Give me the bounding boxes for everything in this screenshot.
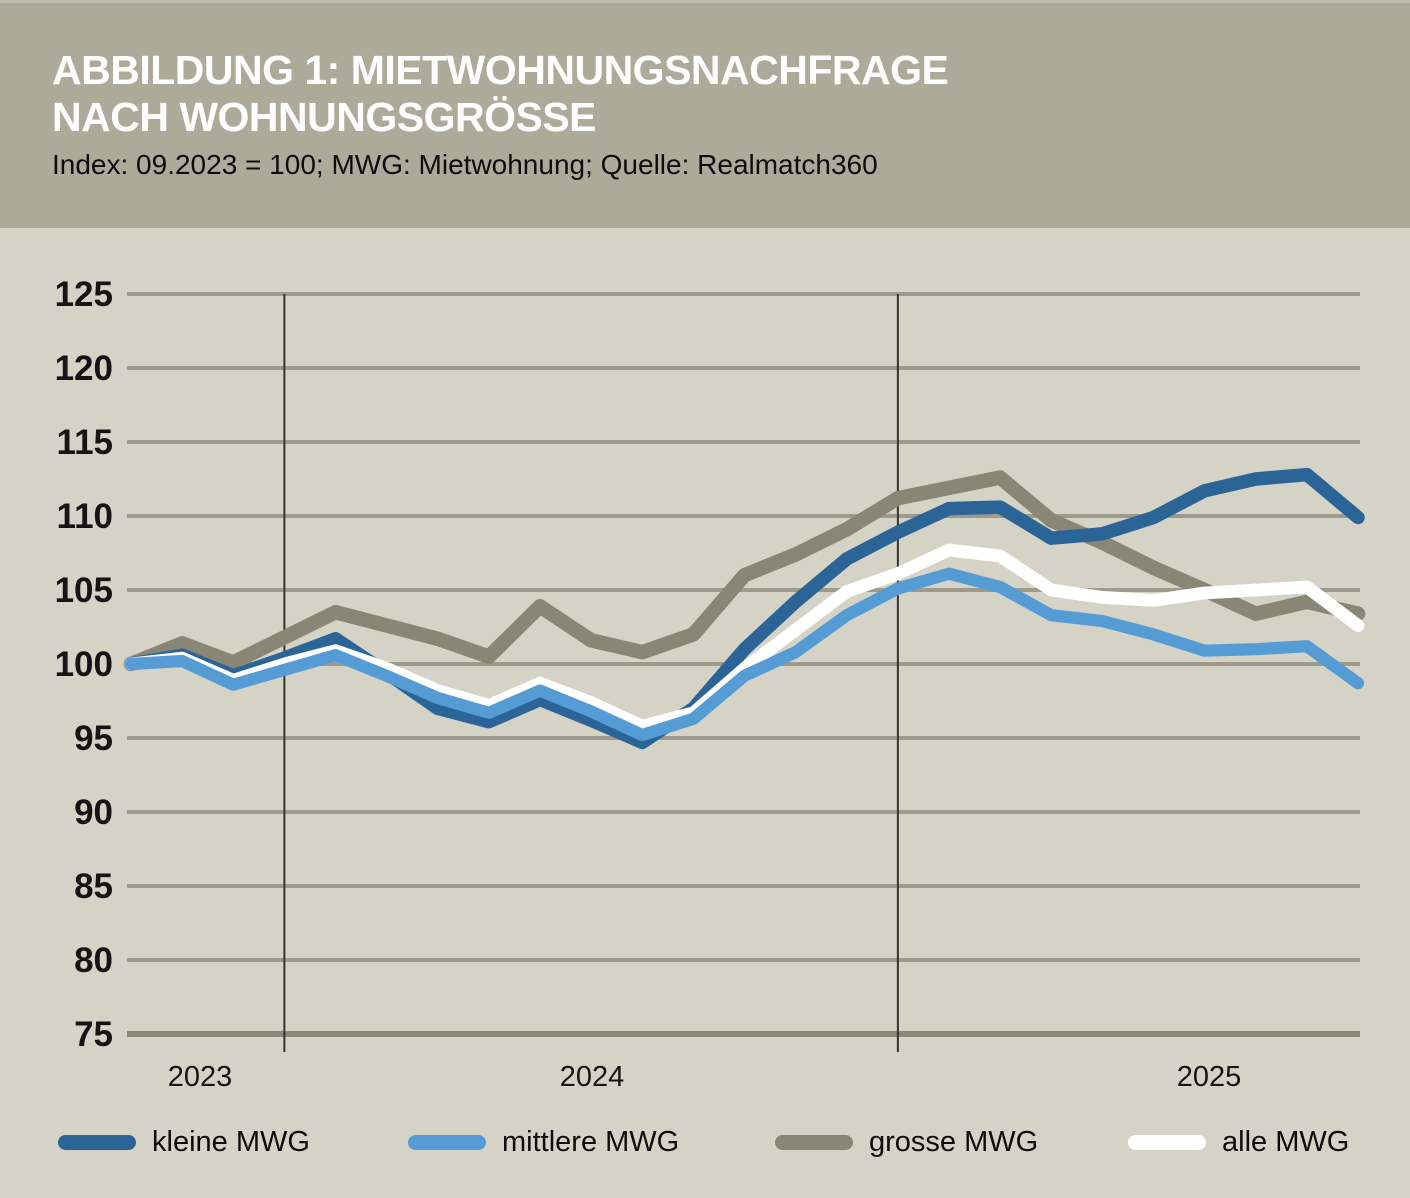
figure-subtitle: Index: 09.2023 = 100; MWG: Mietwohnung; …: [52, 149, 878, 180]
y-tick-label: 90: [74, 793, 113, 832]
legend-item-alle-mwg: alle MWG: [1128, 1122, 1349, 1162]
legend-swatch-kleine-icon: [58, 1134, 136, 1150]
y-tick-label: 95: [74, 719, 113, 758]
y-tick-label: 80: [74, 941, 113, 980]
legend-item-kleine-mwg: kleine MWG: [58, 1122, 310, 1162]
y-tick-label: 105: [55, 571, 113, 610]
legend-swatch-mittlere-icon: [408, 1134, 486, 1150]
y-tick-label: 75: [74, 1015, 113, 1054]
series-line-grosse-mwg: [123, 470, 1366, 672]
x-tick-label: 2025: [1177, 1061, 1242, 1093]
figure-header-band: ABBILDUNG 1: MIETWOHNUNGSNACHFRAGE NACH …: [0, 0, 1410, 228]
legend-label: alle MWG: [1222, 1125, 1350, 1158]
y-tick-label: 110: [57, 497, 113, 536]
legend-item-grosse-mwg: grosse MWG: [775, 1122, 1038, 1162]
legend-swatch-grosse-icon: [775, 1134, 853, 1150]
y-tick-label: 125: [55, 275, 113, 314]
legend-swatch-alle-icon: [1128, 1134, 1206, 1150]
figure-title: ABBILDUNG 1: MIETWOHNUNGSNACHFRAGE NACH …: [52, 47, 949, 141]
legend-label: mittlere MWG: [502, 1125, 680, 1158]
figure-title-line2: NACH WOHNUNGSGRÖSSE: [52, 94, 597, 140]
series-line-mittlere-mwg: [124, 567, 1365, 742]
x-tick-label: 2024: [560, 1061, 625, 1093]
y-tick-label: 120: [55, 349, 113, 388]
legend-label: grosse MWG: [869, 1125, 1039, 1158]
figure-title-line1: ABBILDUNG 1: MIETWOHNUNGSNACHFRAGE: [52, 47, 949, 93]
y-tick-label: 100: [55, 645, 113, 684]
y-tick-label: 85: [74, 867, 113, 906]
legend-item-mittlere-mwg: mittlere MWG: [408, 1122, 679, 1162]
series-line-kleine-mwg: [124, 467, 1365, 750]
y-tick-label: 115: [57, 423, 113, 462]
legend-label: kleine MWG: [152, 1125, 310, 1158]
chart-legend: kleine MWG mittlere MWG grosse MWG alle …: [0, 1122, 1410, 1166]
x-tick-label: 2023: [168, 1061, 233, 1093]
